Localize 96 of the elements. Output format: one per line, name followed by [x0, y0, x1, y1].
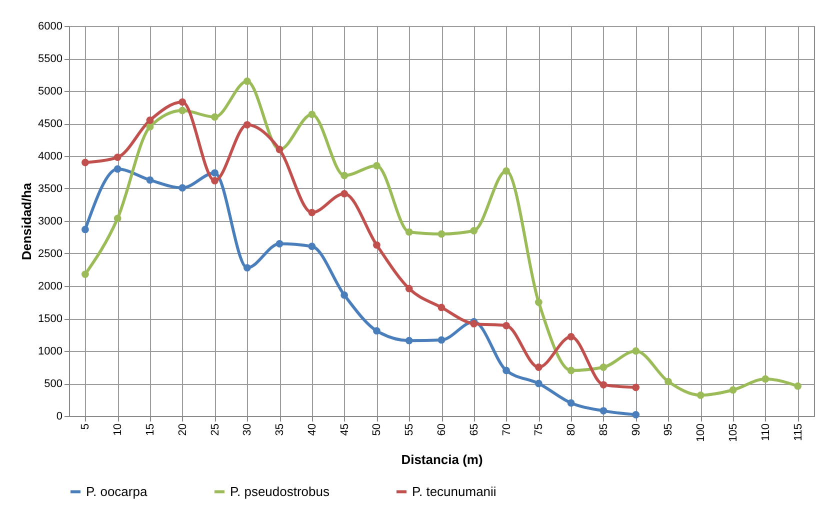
point: [632, 411, 640, 418]
x-tick-label: 45: [338, 424, 351, 436]
x-tick-label: 40: [306, 424, 318, 436]
x-tick-label: 75: [533, 424, 546, 436]
y-tick-label: 1500: [38, 313, 62, 325]
x-tick-label: 50: [371, 424, 384, 436]
point: [340, 190, 348, 198]
point: [308, 110, 316, 118]
point: [762, 375, 770, 383]
legend-label: P. pseudostrobus: [230, 484, 330, 499]
y-tick-label: 6000: [38, 20, 62, 32]
point: [373, 162, 380, 170]
point: [243, 121, 251, 128]
point: [502, 322, 510, 330]
legend-label: P. tecunumanii: [412, 484, 496, 499]
x-tick-label: 55: [404, 424, 416, 436]
x-tick-label: 10: [112, 424, 124, 436]
point: [534, 380, 542, 388]
y-tick-label: 3000: [38, 216, 62, 228]
point: [405, 336, 413, 344]
point: [632, 347, 640, 355]
point: [534, 298, 542, 306]
point: [567, 333, 575, 340]
point: [178, 98, 186, 106]
point: [178, 106, 186, 114]
point: [534, 364, 542, 371]
point: [146, 123, 154, 130]
point: [146, 116, 154, 124]
legend-label: P. oocarpa: [86, 484, 148, 499]
point: [502, 366, 510, 374]
point: [308, 242, 316, 250]
point: [567, 399, 575, 407]
x-tick-label: 15: [144, 424, 156, 436]
point: [794, 382, 802, 390]
point: [502, 167, 510, 175]
x-tick-label: 80: [566, 424, 578, 436]
point: [600, 364, 608, 371]
x-tick-label: 95: [662, 424, 675, 436]
point: [470, 227, 478, 234]
x-axis-title: Distancia (m): [401, 452, 483, 467]
point: [114, 165, 122, 173]
point: [243, 264, 251, 272]
y-tick-label: 4500: [38, 118, 62, 130]
y-tick-label: 5500: [38, 53, 62, 65]
point: [211, 177, 218, 184]
point: [114, 154, 122, 161]
x-tick-label: 60: [436, 424, 448, 436]
y-tick-label: 2500: [38, 248, 62, 260]
y-tick-label: 4000: [38, 150, 62, 162]
x-tick-label: 100: [695, 424, 708, 442]
x-tick-label: 35: [274, 424, 286, 436]
point: [600, 407, 608, 414]
point: [81, 158, 89, 166]
x-tick-label: 105: [728, 424, 740, 442]
x-tick-label: 5: [80, 424, 92, 430]
point: [696, 392, 704, 399]
x-tick-label: 70: [500, 424, 513, 436]
y-tick-label: 500: [44, 378, 62, 390]
x-tick-label: 20: [176, 424, 189, 436]
point: [243, 78, 251, 85]
point: [146, 176, 154, 184]
y-tick-label: 2000: [38, 280, 62, 292]
point: [211, 113, 218, 121]
y-tick-label: 1000: [38, 346, 62, 358]
point: [600, 381, 608, 388]
x-tick-label: 115: [792, 424, 804, 442]
x-tick-label: 65: [468, 424, 480, 436]
x-tick-label: 110: [760, 424, 772, 442]
x-tick-label: 85: [598, 424, 610, 436]
point: [276, 240, 284, 248]
x-tick-label: 30: [242, 424, 254, 436]
y-tick-label: 3500: [38, 183, 62, 195]
point: [373, 241, 380, 249]
point: [729, 386, 737, 394]
point: [340, 291, 348, 299]
point: [438, 304, 446, 312]
point: [81, 226, 89, 234]
point: [567, 366, 575, 374]
point: [81, 270, 89, 278]
y-tick-label: 5000: [38, 86, 62, 98]
point: [405, 228, 413, 236]
point: [438, 230, 446, 238]
x-tick-label: 90: [630, 424, 642, 436]
point: [211, 169, 218, 177]
point: [664, 378, 672, 386]
y-tick-label: 0: [56, 410, 62, 422]
point: [308, 208, 316, 216]
point: [114, 214, 122, 222]
point: [340, 172, 348, 180]
y-axis-title: Densidad/ha: [19, 182, 34, 260]
point: [405, 284, 413, 292]
point: [438, 336, 446, 344]
x-tick-label: 25: [209, 424, 222, 436]
point: [632, 384, 640, 392]
point: [373, 327, 380, 335]
point: [178, 184, 186, 192]
